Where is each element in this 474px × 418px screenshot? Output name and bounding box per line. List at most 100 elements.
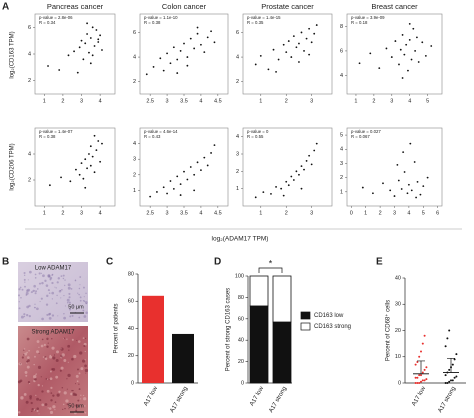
tissue-cell [33, 375, 37, 379]
y-tick-label: 3 [340, 161, 343, 167]
tissue-cell [63, 337, 66, 339]
point [166, 192, 168, 195]
dot [451, 379, 454, 382]
point [86, 33, 88, 35]
point [400, 188, 403, 190]
tissue-cell [26, 362, 28, 364]
point [424, 54, 427, 57]
y-tick-label: 6 [340, 48, 343, 54]
tissue-cell [67, 283, 71, 287]
dot [446, 382, 449, 384]
tissue-cell [38, 346, 40, 349]
tissue-cell [34, 273, 37, 276]
point [67, 54, 70, 57]
point [406, 192, 409, 195]
legend-swatch [300, 311, 311, 320]
annotation: R = 0.18 [351, 20, 368, 25]
tissue-cell [28, 349, 30, 352]
point [290, 175, 293, 178]
sd-bar [447, 357, 455, 373]
tissue-cell [26, 365, 30, 369]
point [310, 163, 313, 166]
tissue-cell [69, 315, 72, 318]
tissue-cell [50, 392, 53, 394]
tissue-cell [48, 317, 52, 320]
x-tick-label: 1 [43, 210, 46, 216]
point [396, 163, 399, 166]
y-tick-label: 3 [236, 151, 239, 157]
dot [423, 379, 426, 382]
y-tick-label: 2 [133, 79, 136, 85]
tissue-cell [38, 272, 41, 275]
point [159, 57, 162, 60]
point [407, 183, 410, 186]
point [385, 47, 388, 50]
tissue-cell [28, 382, 31, 385]
point [162, 69, 165, 72]
point [408, 38, 411, 41]
y-tick-label: 10 [395, 354, 401, 360]
point [407, 69, 409, 72]
tissue-cell [54, 401, 57, 403]
tissue-cell [47, 289, 50, 292]
chart-title: Prostate cancer [261, 2, 314, 11]
tissue-cell [63, 294, 65, 297]
tissue-cell [71, 338, 74, 341]
point [149, 195, 152, 198]
tissue-cell [74, 383, 77, 385]
tissue-cell [42, 274, 45, 278]
tissue-cell [82, 394, 85, 397]
point [398, 63, 400, 66]
tissue-cell [23, 278, 26, 281]
y-tick-label: 20 [128, 353, 134, 359]
point [89, 145, 92, 148]
point [189, 166, 192, 168]
point [295, 170, 298, 173]
point [99, 34, 102, 37]
point [78, 173, 81, 176]
tissue-cell [37, 383, 40, 387]
tissue-cell [52, 394, 55, 397]
tissue-cell [19, 286, 22, 289]
point [88, 153, 90, 155]
tissue-cell [84, 411, 87, 414]
point [97, 38, 100, 41]
tissue-cell [44, 357, 48, 360]
point [308, 27, 311, 30]
annotation: p-value = 0.027 [351, 129, 381, 134]
point [84, 186, 87, 189]
y-tick-label: 4 [236, 134, 239, 140]
tissue-cell [62, 408, 64, 410]
x-tick-label: 3 [390, 98, 393, 104]
plot-frame [242, 127, 333, 207]
point [196, 32, 199, 35]
point [282, 194, 285, 197]
tissue-cell [31, 408, 34, 411]
significance-mark: * [269, 258, 273, 268]
point [179, 194, 182, 196]
tissue-cell [30, 291, 33, 294]
tissue-cell [71, 305, 74, 307]
point [417, 61, 420, 63]
tissue-cell [56, 281, 59, 284]
tissue-cell [77, 368, 79, 371]
tissue-cell [20, 296, 22, 299]
dot [450, 379, 452, 382]
point [210, 30, 212, 33]
y-tick-label: 8 [340, 24, 343, 30]
point [409, 142, 412, 145]
tissue-cell [83, 296, 85, 298]
tissue-cell [78, 372, 81, 375]
tissue-cell [48, 407, 52, 410]
x-tick-label: 2 [285, 98, 288, 104]
tissue-cell [40, 297, 43, 300]
plot-frame [34, 127, 116, 207]
tissue-cell [30, 401, 33, 405]
panel-letter: E [376, 257, 383, 268]
tissue-cell [71, 314, 74, 317]
point [410, 189, 413, 192]
tissue-cell [18, 294, 20, 297]
micrograph-label: Low ADAM17 [35, 266, 72, 272]
y-tick-label: 4 [340, 73, 343, 79]
